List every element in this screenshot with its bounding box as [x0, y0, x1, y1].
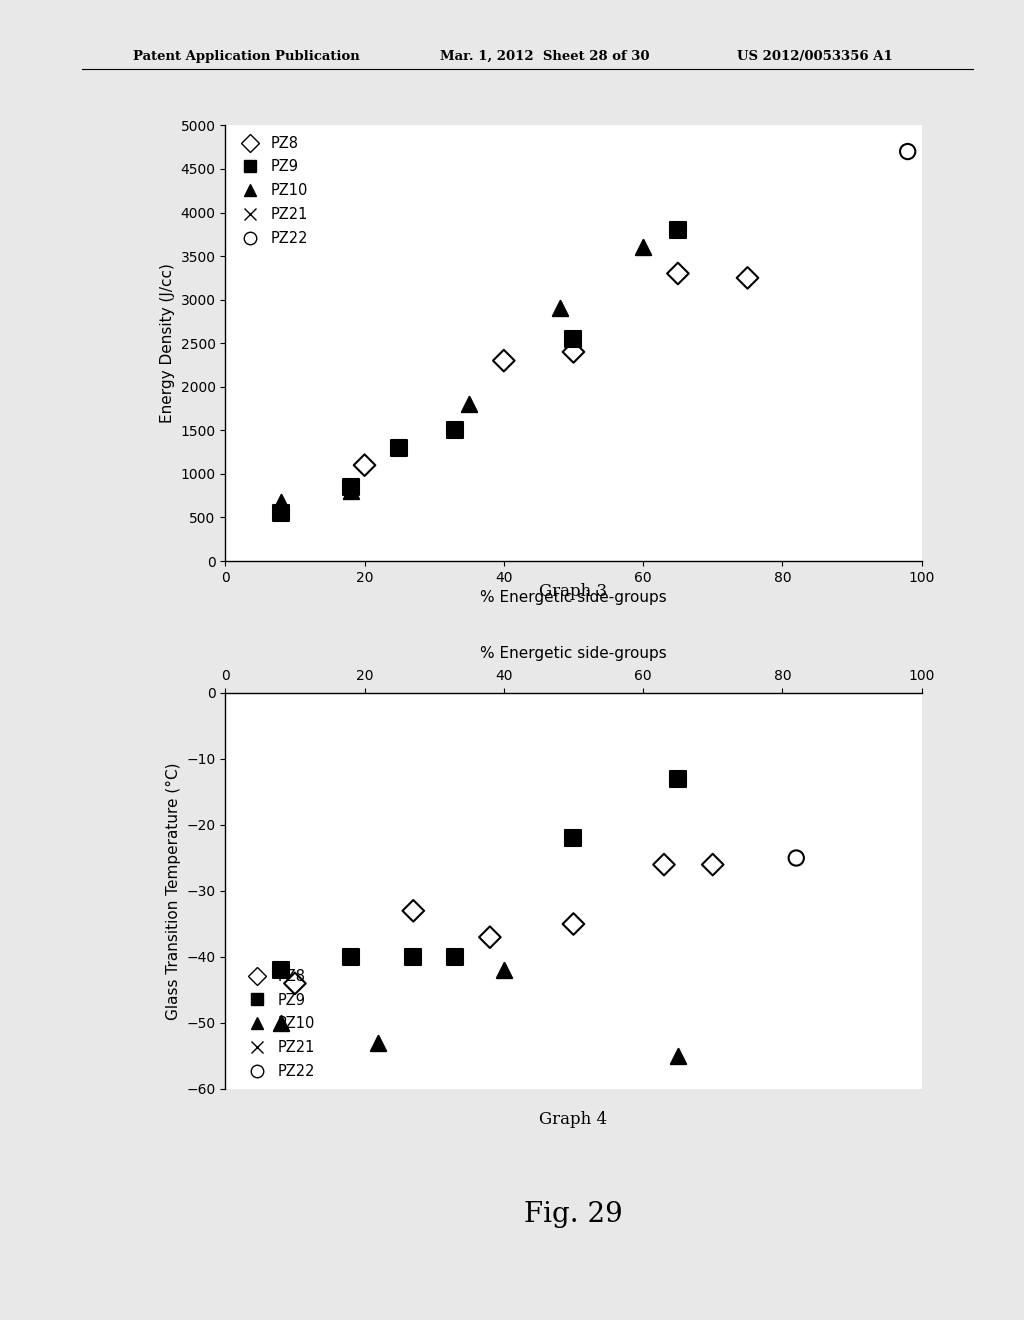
Point [565, 329, 582, 350]
Point [565, 913, 582, 935]
Text: Fig. 29: Fig. 29 [524, 1201, 623, 1228]
Point [739, 267, 756, 288]
Point [391, 437, 408, 458]
Legend: PZ8, PZ9, PZ10, PZ21, PZ22: PZ8, PZ9, PZ10, PZ21, PZ22 [240, 966, 317, 1081]
Point [565, 828, 582, 849]
Point [788, 894, 805, 915]
Point [481, 927, 498, 948]
Text: Patent Application Publication: Patent Application Publication [133, 50, 359, 63]
Point [705, 854, 721, 875]
Point [670, 263, 686, 284]
Text: US 2012/0053356 A1: US 2012/0053356 A1 [737, 50, 893, 63]
Text: Graph 4: Graph 4 [540, 1111, 607, 1129]
Point [406, 946, 422, 968]
Point [371, 1032, 387, 1053]
Point [496, 960, 512, 981]
Point [446, 420, 463, 441]
Point [356, 454, 373, 475]
Point [272, 491, 289, 512]
Point [551, 298, 567, 319]
Point [670, 768, 686, 789]
Point [272, 503, 289, 524]
Point [342, 477, 358, 498]
Legend: PZ8, PZ9, PZ10, PZ21, PZ22: PZ8, PZ9, PZ10, PZ21, PZ22 [232, 133, 311, 248]
Point [287, 973, 303, 994]
Point [565, 342, 582, 363]
Point [670, 1045, 686, 1067]
X-axis label: % Energetic side-groups: % Energetic side-groups [480, 590, 667, 606]
Point [899, 152, 915, 173]
Point [496, 350, 512, 371]
Text: Mar. 1, 2012  Sheet 28 of 30: Mar. 1, 2012 Sheet 28 of 30 [440, 50, 650, 63]
Point [446, 946, 463, 968]
Point [655, 854, 672, 875]
X-axis label: % Energetic side-groups: % Energetic side-groups [480, 647, 667, 661]
Point [635, 236, 651, 257]
Point [670, 219, 686, 240]
Point [272, 960, 289, 981]
Text: Graph 3: Graph 3 [540, 583, 607, 601]
Point [272, 1012, 289, 1034]
Y-axis label: Energy Density (J/cc): Energy Density (J/cc) [160, 263, 175, 424]
Point [342, 480, 358, 502]
Point [406, 900, 422, 921]
Point [342, 946, 358, 968]
Y-axis label: Glass Transition Temperature (°C): Glass Transition Temperature (°C) [166, 762, 181, 1020]
Point [461, 393, 477, 414]
Point [899, 141, 915, 162]
Point [788, 847, 805, 869]
